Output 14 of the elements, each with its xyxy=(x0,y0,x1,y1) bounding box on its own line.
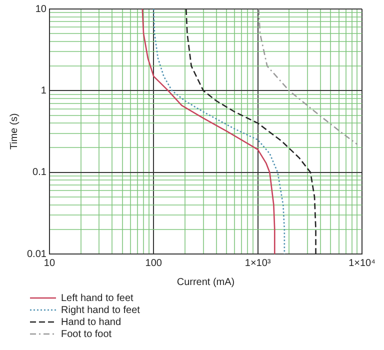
y-tick-label: 0.1 xyxy=(32,167,47,178)
x-tick-label: 1×10⁴ xyxy=(348,258,376,269)
legend-label: Right hand to feet xyxy=(61,304,140,316)
x-tick-label: 10 xyxy=(44,258,56,269)
y-tick-label: 1 xyxy=(40,85,47,96)
y-tick-label: 10 xyxy=(35,4,47,15)
x-axis-title: Current (mA) xyxy=(176,276,235,288)
x-tick-label: 1×10³ xyxy=(244,258,272,269)
legend-label: Hand to hand xyxy=(61,316,122,328)
legend-label: Foot to foot xyxy=(61,328,112,340)
y-axis-title: Time (s) xyxy=(8,113,20,150)
x-tick-label: 100 xyxy=(145,258,162,269)
legend-label: Left hand to feet xyxy=(61,292,134,304)
y-tick-label: 0.01 xyxy=(26,248,47,260)
